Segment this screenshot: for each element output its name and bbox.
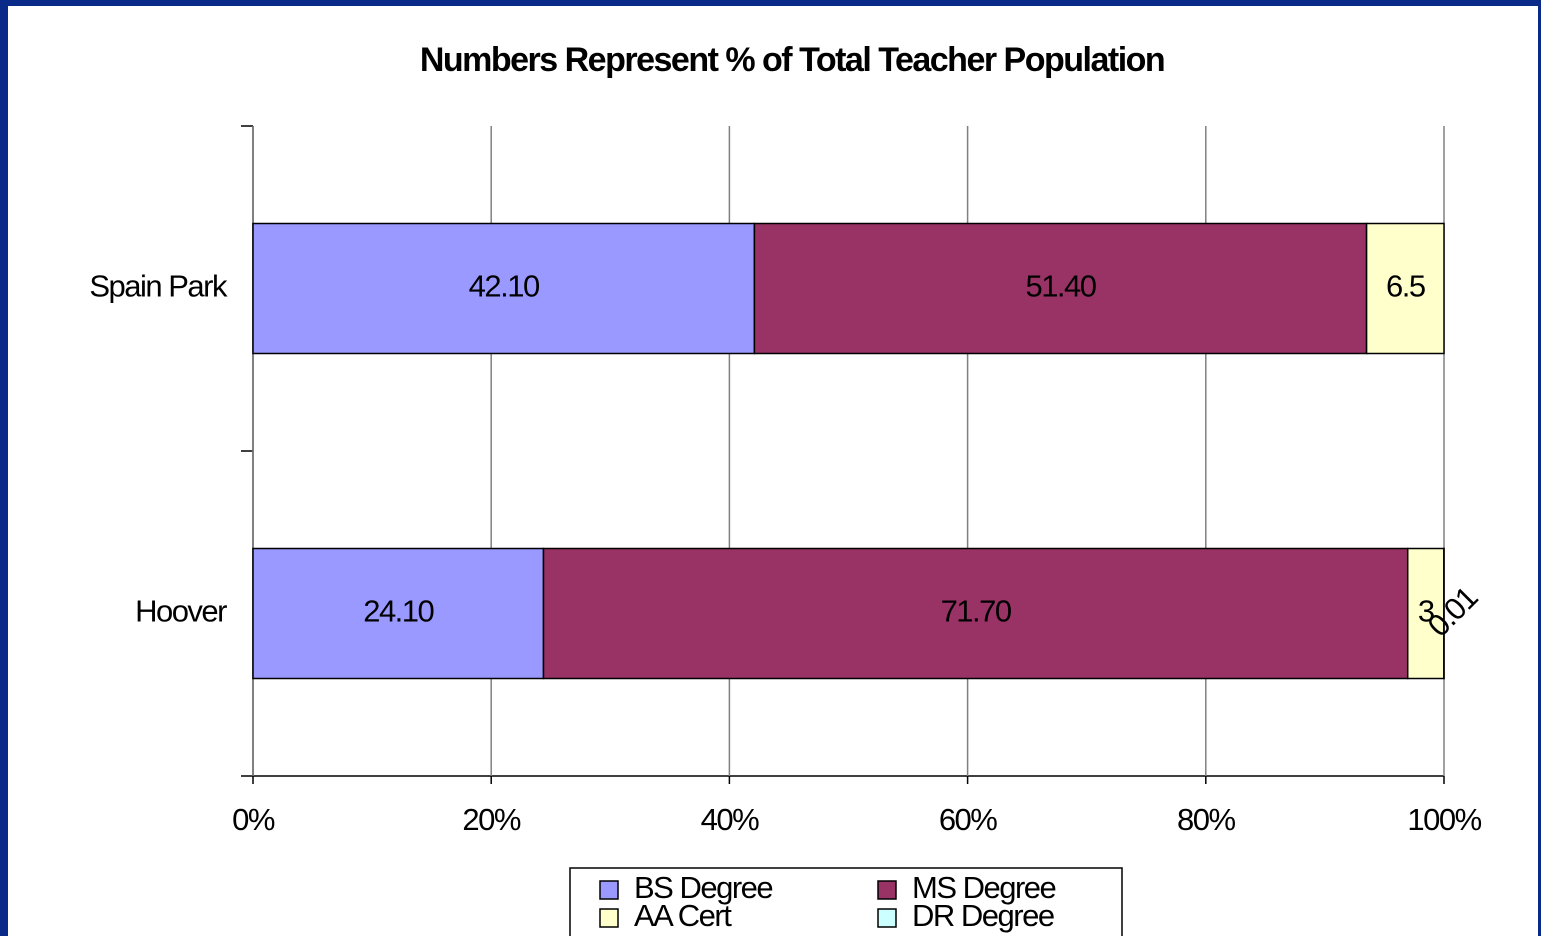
data-label: 42.10 xyxy=(469,269,540,304)
y-tick-label: Hoover xyxy=(135,594,227,629)
chart-title: Numbers Represent % of Total Teacher Pop… xyxy=(420,41,1164,79)
data-label: 24.10 xyxy=(363,594,434,629)
legend-label: AA Cert xyxy=(634,898,732,933)
legend-swatch xyxy=(599,908,619,928)
legend-label: MS Degree xyxy=(912,870,1056,905)
bar-segment xyxy=(1406,547,1445,680)
x-tick-label: 40% xyxy=(701,802,759,837)
legend-label: BS Degree xyxy=(634,870,772,905)
slide-background xyxy=(8,6,1538,936)
bar-segment xyxy=(252,547,545,680)
x-tick-label: 20% xyxy=(462,802,520,837)
data-label: 3 xyxy=(1418,594,1434,629)
legend-label: DR Degree xyxy=(912,898,1054,933)
x-tick-label: 60% xyxy=(939,802,997,837)
legend-box xyxy=(569,867,1123,936)
data-label: 6.5 xyxy=(1386,269,1425,304)
legend-swatch xyxy=(877,880,897,900)
bar-segment xyxy=(1365,222,1445,355)
y-tick-label: Spain Park xyxy=(89,269,228,304)
x-tick-label: 100% xyxy=(1407,802,1481,837)
x-tick-label: 80% xyxy=(1177,802,1235,837)
x-tick-label: 0% xyxy=(232,802,275,837)
bar-segment xyxy=(252,222,756,355)
legend-swatch xyxy=(599,880,619,900)
legend-swatch xyxy=(877,908,897,928)
data-label: 71.70 xyxy=(941,594,1012,629)
data-label: 51.40 xyxy=(1025,269,1096,304)
bar-segment xyxy=(753,222,1368,355)
